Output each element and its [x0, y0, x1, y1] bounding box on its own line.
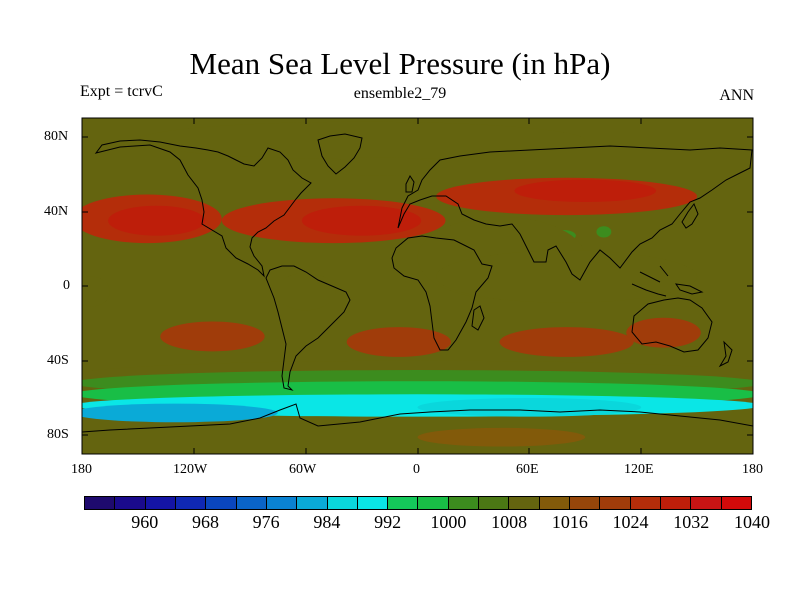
colorbar-swatch [660, 497, 692, 509]
colorbar-swatch [630, 497, 661, 509]
axis-ticks [82, 118, 753, 454]
colorbar-swatch [145, 497, 176, 509]
colorbar-swatch [115, 497, 146, 509]
lat-label-40s: 40S [47, 353, 69, 368]
pressure-region-south-atlantic-high [346, 327, 452, 357]
pressure-region-south-america-low [275, 272, 336, 311]
pressure-region-indian-ocean-high [499, 327, 634, 357]
pressure-region-north-atlantic-low [320, 157, 440, 176]
colorbar-swatch [85, 497, 116, 509]
colorbar-label: 992 [374, 512, 402, 532]
colorbar-swatch [691, 497, 722, 509]
coast-australia [631, 297, 713, 353]
colorbar-swatch [570, 497, 601, 509]
lat-label-0: 0 [63, 278, 70, 293]
coast-antarctica [82, 403, 753, 433]
coast-indonesia [631, 265, 669, 297]
colorbar-swatch [175, 497, 207, 509]
colorbar-label: 984 [313, 512, 341, 532]
lon-label-60e: 60E [516, 462, 539, 477]
lon-label-60w: 60W [289, 462, 317, 477]
coastlines [82, 133, 753, 433]
coast-japan [681, 202, 699, 229]
lat-label-80s: 80S [47, 427, 69, 442]
ensemble-label: ensemble2_79 [353, 85, 447, 102]
coast-british-isles [405, 175, 415, 193]
lon-label-180e: 180 [742, 462, 763, 477]
colorbar [84, 496, 752, 510]
colorbar-label: 968 [191, 512, 219, 532]
pressure-region-siberian-high-core [514, 179, 657, 202]
colorbar-swatch [448, 497, 480, 509]
coast-new-zealand [718, 340, 733, 368]
colorbar-swatch [327, 497, 358, 509]
colorbar-swatch [206, 497, 237, 509]
coast-south-america [265, 265, 351, 391]
coast-new-guinea [674, 283, 704, 295]
pressure-region-amundsen-low [82, 403, 278, 423]
season-label: ANN [719, 87, 754, 104]
map-title: Mean Sea Level Pressure (in hPa) [189, 46, 611, 81]
colorbar-swatch [266, 497, 298, 509]
coast-africa [391, 235, 493, 351]
colorbar-swatch [600, 497, 631, 509]
colorbar-swatch [297, 497, 328, 509]
lon-label-120w: 120W [173, 462, 208, 477]
coast-north-america [94, 139, 312, 278]
colorbar-label: 1016 [551, 512, 588, 532]
pressure-region-azores-high-core [301, 205, 422, 236]
lat-label-40n: 40N [44, 204, 69, 219]
pressure-region-south-pacific-high [160, 321, 265, 352]
pressure-region-equatorial-trough [436, 250, 698, 303]
colorbar-label: 1040 [734, 512, 770, 532]
colorbar-label: 1000 [430, 512, 467, 532]
colorbar-swatch [418, 497, 449, 509]
pressure-region-north-pacific-high-core [108, 205, 206, 236]
lon-label-0: 0 [413, 462, 420, 477]
pressure-region-tibetan-low-2 [596, 226, 612, 238]
lon-label-120e: 120E [624, 462, 654, 477]
colorbar-swatch [388, 497, 419, 509]
pressure-region-east-pacific-low [82, 276, 110, 307]
colorbar-label: 1024 [612, 512, 649, 532]
colorbar-label: 960 [131, 512, 159, 532]
colorbar-swatch [357, 497, 389, 509]
colorbar-swatch [479, 497, 510, 509]
colorbar-label: 1032 [673, 512, 710, 532]
colorbar-swatch [509, 497, 540, 509]
colorbar-swatch [236, 497, 267, 509]
experiment-label: Expt = tcrvC [80, 83, 163, 100]
colorbar-swatch [721, 497, 751, 509]
coast-madagascar [471, 305, 485, 331]
coast-eurasia [397, 145, 753, 281]
lon-label-180w: 180 [71, 462, 92, 477]
colorbar-label: 976 [252, 512, 280, 532]
colorbar-swatch [539, 497, 570, 509]
pressure-region-australia-high [626, 317, 701, 348]
colorbar-label: 1008 [491, 512, 528, 532]
pressure-region-antarctic-plateau [417, 427, 586, 447]
lat-label-80n: 80N [44, 129, 69, 144]
coast-greenland [317, 133, 363, 175]
pressure-region-antarctic-coastal-low [417, 398, 642, 417]
